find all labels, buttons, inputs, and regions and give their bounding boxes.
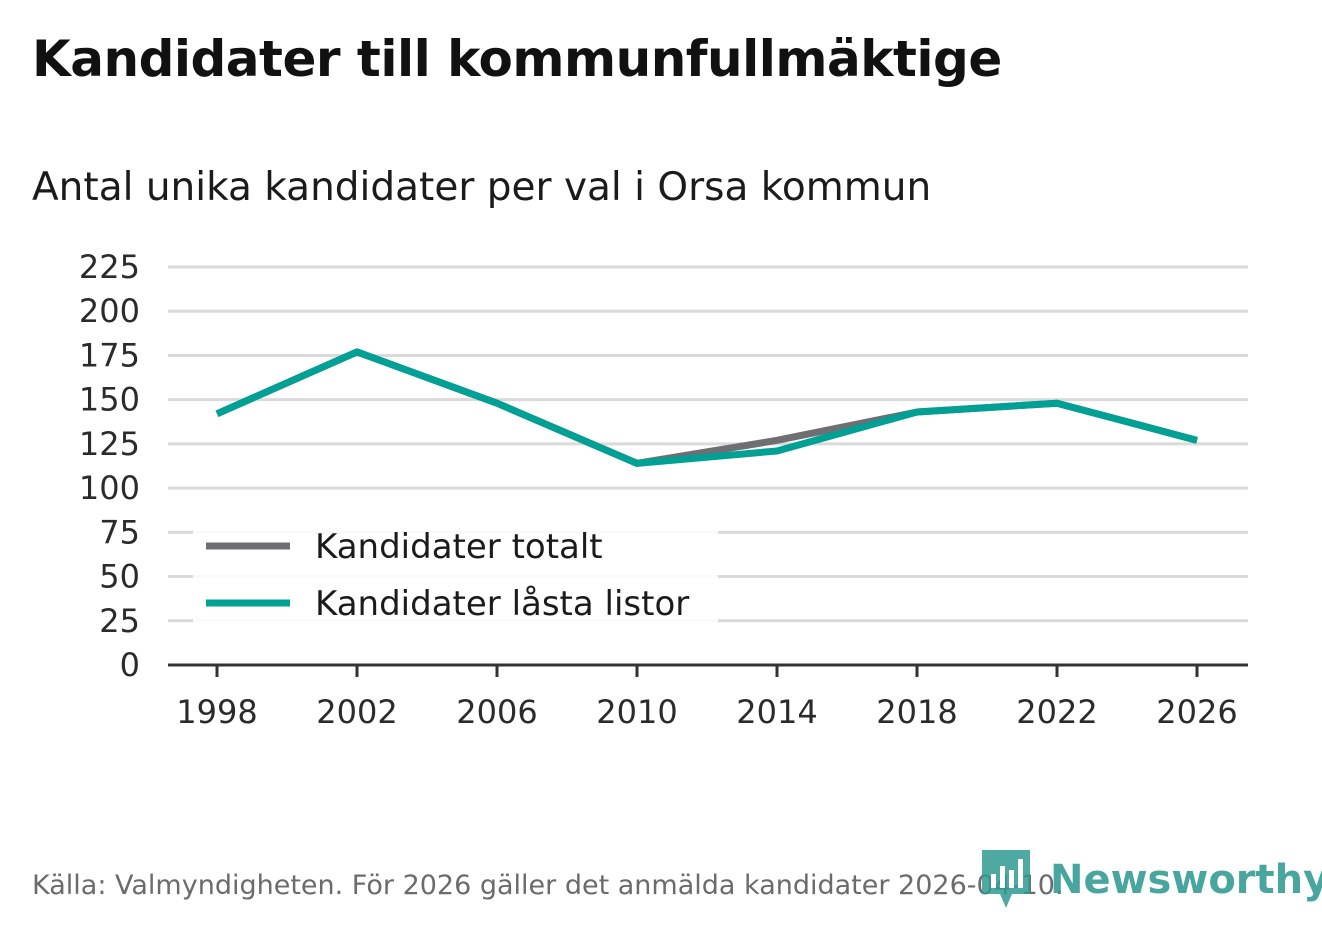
x-tick-label: 2026 <box>1156 693 1237 731</box>
x-tick-label: 2002 <box>316 693 397 731</box>
series-line-kandidater-totalt <box>215 348 1198 467</box>
y-tick-label: 0 <box>120 646 140 684</box>
legend-label: Kandidater låsta listor <box>315 584 689 624</box>
y-tick-label: 125 <box>79 425 140 463</box>
x-tick-label: 1998 <box>176 693 257 731</box>
x-tick-label: 2006 <box>456 693 537 731</box>
x-tick-label: 2010 <box>596 693 677 731</box>
source-note: Källa: Valmyndigheten. För 2026 gäller d… <box>32 870 1064 901</box>
x-tick-label: 2018 <box>876 693 957 731</box>
bar-chart-icon <box>982 850 1030 908</box>
x-tick-label: 2014 <box>736 693 817 731</box>
chart-subtitle: Antal unika kandidater per val i Orsa ko… <box>32 165 932 210</box>
y-tick-label: 150 <box>79 381 140 419</box>
y-tick-label: 100 <box>79 469 140 507</box>
series-line-kandidater-lasta-listor <box>215 348 1198 467</box>
y-tick-label: 75 <box>99 513 140 551</box>
legend-box <box>193 518 718 626</box>
logo-text: Newsworthy <box>1050 857 1322 903</box>
legend-label: Kandidater totalt <box>315 527 603 567</box>
y-tick-label: 25 <box>99 602 140 640</box>
chart-title: Kandidater till kommunfullmäktige <box>32 30 1002 88</box>
x-tick-label: 2022 <box>1016 693 1097 731</box>
y-tick-label: 225 <box>79 248 140 286</box>
y-tick-label: 50 <box>99 558 140 596</box>
y-tick-label: 175 <box>79 336 140 374</box>
y-tick-label: 200 <box>79 292 140 330</box>
newsworthy-logo: Newsworthy <box>982 850 1322 910</box>
